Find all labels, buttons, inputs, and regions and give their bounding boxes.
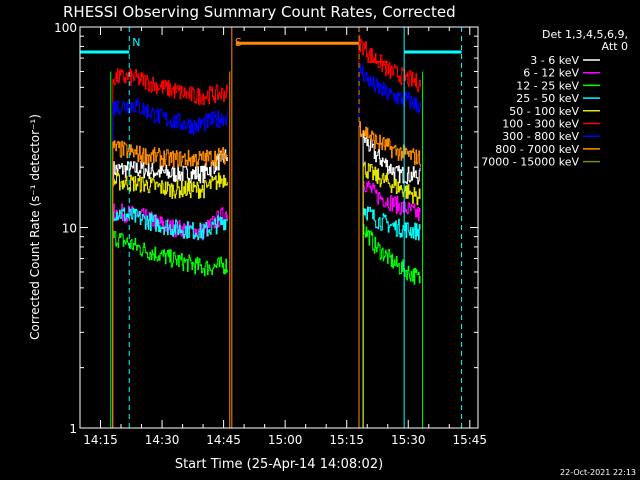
chart-title: RHESSI Observing Summary Count Rates, Co… xyxy=(63,3,456,21)
timestamp: 22-Oct-2021 22:13 xyxy=(560,468,636,477)
x-tick-label-0: 14:15 xyxy=(83,433,118,447)
x-tick-label-2: 14:45 xyxy=(206,433,241,447)
y-tick-label-2: 100 xyxy=(54,21,77,35)
series-line-2-0 xyxy=(112,230,228,428)
legend-label-3: 25 - 50 keV xyxy=(516,92,579,105)
series-line-0-0 xyxy=(112,149,228,428)
series-line-6-0 xyxy=(112,98,228,428)
series-line-5-0 xyxy=(112,68,228,428)
x-tick-label-4: 15:15 xyxy=(329,433,364,447)
series-line-4-1 xyxy=(362,161,421,428)
legend-label-0: 3 - 6 keV xyxy=(530,54,579,67)
legend-label-6: 300 - 800 keV xyxy=(502,130,579,143)
legend-label-1: 6 - 12 keV xyxy=(523,67,579,80)
flag-label-N: N xyxy=(132,36,140,49)
axes: 14:15 14:30 14:45 15:00 15:15 15:30 15:45 1 10 10… xyxy=(54,21,487,447)
series-line-6-1 xyxy=(358,62,421,428)
y-tick-label-1: 10 xyxy=(62,222,77,236)
x-tick-label-5: 15:30 xyxy=(391,433,426,447)
series-line-3-1 xyxy=(362,206,421,428)
legend-header-1: Att 0 xyxy=(602,40,628,53)
series-line-4-0 xyxy=(112,172,228,428)
legend-label-5: 100 - 300 keV xyxy=(502,118,579,131)
series-line-1-1 xyxy=(362,180,421,428)
series-line-3-0 xyxy=(112,207,228,428)
series-line-7-1 xyxy=(358,121,421,428)
legend-label-8: 7000 - 15000 keV xyxy=(481,156,579,169)
series-line-5-1 xyxy=(358,34,421,428)
flag-label-S: S xyxy=(235,36,242,49)
series-line-0-1 xyxy=(362,130,421,428)
x-axis-label: Start Time (25-Apr-14 14:08:02) xyxy=(175,457,383,472)
series-line-7-0 xyxy=(112,140,228,428)
legend-label-2: 12 - 25 keV xyxy=(516,79,579,92)
legend-label-4: 50 - 100 keV xyxy=(509,105,579,118)
x-tick-label-6: 15:45 xyxy=(452,433,487,447)
series-line-2-1 xyxy=(362,224,421,428)
x-tick-label-1: 14:30 xyxy=(145,433,180,447)
legend-header-0: Det 1,3,4,5,6,9, xyxy=(542,28,628,41)
y-tick-label-0: 1 xyxy=(69,422,77,436)
legend-label-7: 800 - 7000 keV xyxy=(495,143,579,156)
x-tick-label-3: 15:00 xyxy=(268,433,303,447)
y-axis-label: Corrected Count Rate (s⁻¹ detector⁻¹) xyxy=(28,114,42,340)
series-line-1-0 xyxy=(112,203,228,428)
